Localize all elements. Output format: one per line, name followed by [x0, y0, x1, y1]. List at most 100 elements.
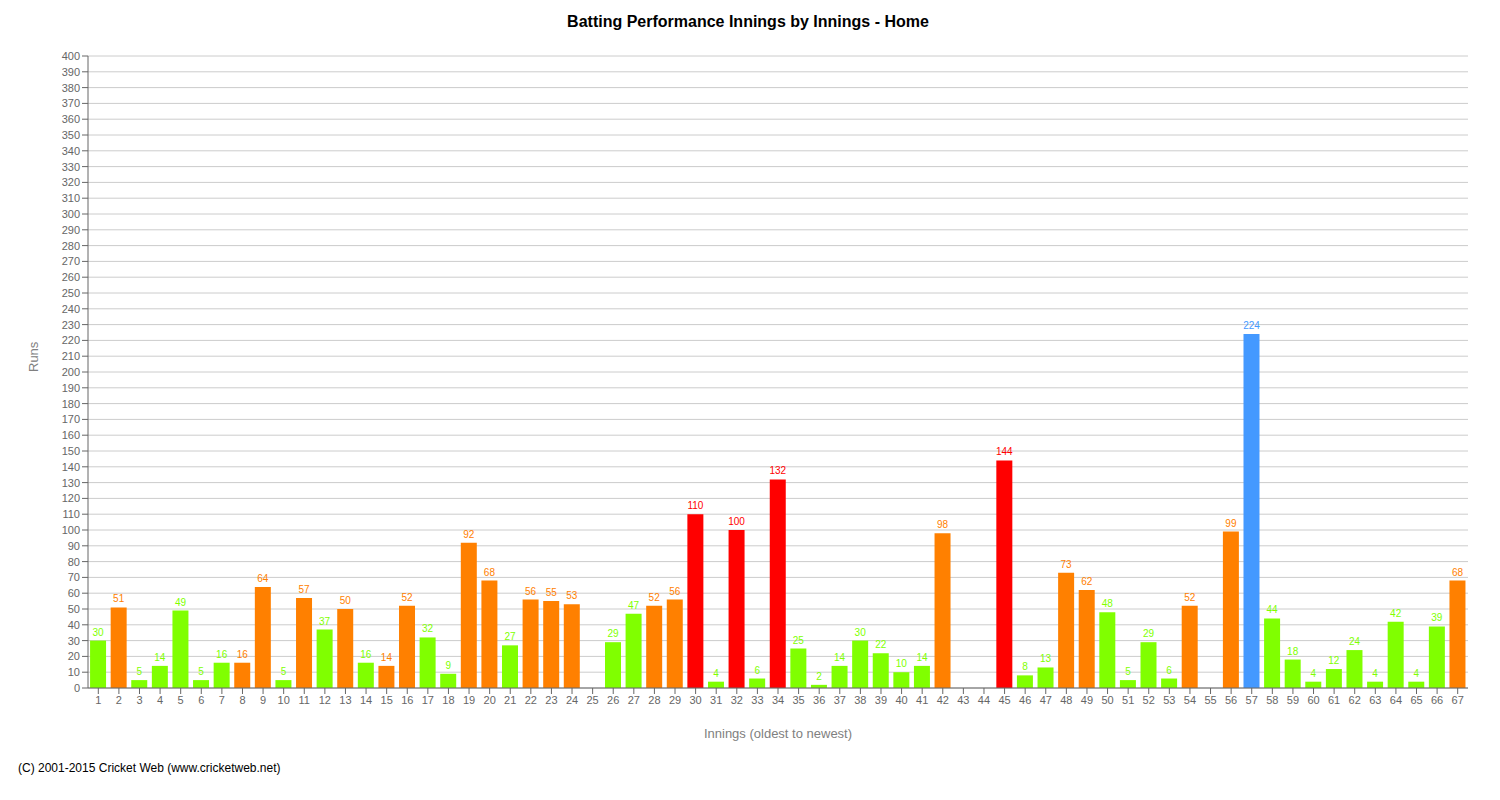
svg-text:16: 16 — [216, 649, 228, 660]
svg-text:320: 320 — [62, 176, 80, 188]
svg-text:400: 400 — [62, 50, 80, 62]
svg-text:350: 350 — [62, 129, 80, 141]
svg-text:58: 58 — [1266, 694, 1278, 706]
svg-text:68: 68 — [484, 567, 496, 578]
svg-text:14: 14 — [381, 652, 393, 663]
svg-text:26: 26 — [607, 694, 619, 706]
svg-text:59: 59 — [1287, 694, 1299, 706]
svg-text:Innings (oldest to newest): Innings (oldest to newest) — [704, 726, 852, 741]
svg-text:220: 220 — [62, 334, 80, 346]
svg-text:47: 47 — [1040, 694, 1052, 706]
svg-text:4: 4 — [1311, 668, 1317, 679]
svg-text:43: 43 — [957, 694, 969, 706]
svg-text:42: 42 — [937, 694, 949, 706]
svg-text:4: 4 — [1413, 668, 1419, 679]
svg-text:42: 42 — [1390, 608, 1402, 619]
svg-text:49: 49 — [175, 597, 187, 608]
svg-text:36: 36 — [813, 694, 825, 706]
svg-text:52: 52 — [1143, 694, 1155, 706]
svg-text:7: 7 — [219, 694, 225, 706]
svg-text:40: 40 — [895, 694, 907, 706]
svg-text:24: 24 — [566, 694, 578, 706]
svg-text:48: 48 — [1102, 598, 1114, 609]
svg-text:54: 54 — [1184, 694, 1196, 706]
svg-text:6: 6 — [1166, 665, 1172, 676]
svg-text:3: 3 — [136, 694, 142, 706]
svg-text:48: 48 — [1060, 694, 1072, 706]
svg-text:28: 28 — [648, 694, 660, 706]
svg-text:67: 67 — [1452, 694, 1464, 706]
svg-text:37: 37 — [834, 694, 846, 706]
svg-text:14: 14 — [360, 694, 372, 706]
svg-text:39: 39 — [1431, 612, 1443, 623]
svg-text:47: 47 — [628, 600, 640, 611]
svg-text:160: 160 — [62, 429, 80, 441]
svg-text:190: 190 — [62, 382, 80, 394]
svg-text:180: 180 — [62, 398, 80, 410]
svg-text:62: 62 — [1349, 694, 1361, 706]
svg-text:11: 11 — [299, 694, 310, 706]
svg-text:50: 50 — [340, 595, 352, 606]
svg-text:41: 41 — [916, 694, 928, 706]
svg-text:17: 17 — [422, 694, 434, 706]
svg-text:66: 66 — [1431, 694, 1443, 706]
svg-text:60: 60 — [68, 587, 80, 599]
svg-text:55: 55 — [1204, 694, 1216, 706]
svg-text:120: 120 — [62, 492, 80, 504]
svg-text:30: 30 — [855, 627, 867, 638]
svg-text:230: 230 — [62, 319, 80, 331]
svg-text:57: 57 — [1246, 694, 1258, 706]
svg-text:14: 14 — [916, 652, 928, 663]
svg-text:98: 98 — [937, 519, 949, 530]
svg-text:27: 27 — [628, 694, 640, 706]
svg-text:2: 2 — [116, 694, 122, 706]
svg-text:19: 19 — [463, 694, 475, 706]
svg-text:12: 12 — [1328, 655, 1340, 666]
svg-text:25: 25 — [793, 635, 805, 646]
svg-text:37: 37 — [319, 616, 331, 627]
svg-text:64: 64 — [257, 573, 269, 584]
svg-text:13: 13 — [1040, 653, 1052, 664]
svg-text:170: 170 — [62, 413, 80, 425]
svg-text:22: 22 — [875, 639, 887, 650]
svg-text:4: 4 — [713, 668, 719, 679]
svg-text:Runs: Runs — [26, 341, 41, 372]
svg-text:0: 0 — [74, 682, 80, 694]
svg-text:14: 14 — [154, 652, 166, 663]
svg-text:110: 110 — [62, 508, 80, 520]
svg-text:44: 44 — [978, 694, 990, 706]
svg-text:51: 51 — [113, 593, 125, 604]
svg-text:52: 52 — [1184, 592, 1196, 603]
svg-text:310: 310 — [62, 192, 80, 204]
svg-text:45: 45 — [998, 694, 1010, 706]
svg-text:250: 250 — [62, 287, 80, 299]
svg-text:56: 56 — [669, 586, 681, 597]
svg-text:92: 92 — [463, 529, 475, 540]
svg-text:51: 51 — [1122, 694, 1134, 706]
svg-text:20: 20 — [484, 694, 496, 706]
svg-text:10: 10 — [68, 666, 80, 678]
svg-text:240: 240 — [62, 303, 80, 315]
svg-text:100: 100 — [62, 524, 80, 536]
svg-text:49: 49 — [1081, 694, 1093, 706]
svg-text:29: 29 — [607, 628, 619, 639]
svg-text:52: 52 — [401, 592, 413, 603]
svg-text:61: 61 — [1328, 694, 1340, 706]
svg-text:60: 60 — [1307, 694, 1319, 706]
svg-text:370: 370 — [62, 97, 80, 109]
svg-text:200: 200 — [62, 366, 80, 378]
svg-text:130: 130 — [62, 477, 80, 489]
svg-text:73: 73 — [1061, 559, 1073, 570]
svg-text:38: 38 — [854, 694, 866, 706]
svg-text:32: 32 — [731, 694, 743, 706]
svg-text:10: 10 — [896, 658, 908, 669]
svg-text:53: 53 — [566, 590, 578, 601]
svg-text:68: 68 — [1452, 567, 1464, 578]
svg-text:390: 390 — [62, 66, 80, 78]
svg-text:8: 8 — [239, 694, 245, 706]
svg-text:5: 5 — [198, 666, 204, 677]
svg-text:2: 2 — [816, 671, 822, 682]
svg-text:10: 10 — [278, 694, 290, 706]
svg-text:50: 50 — [1101, 694, 1113, 706]
svg-text:210: 210 — [62, 350, 80, 362]
